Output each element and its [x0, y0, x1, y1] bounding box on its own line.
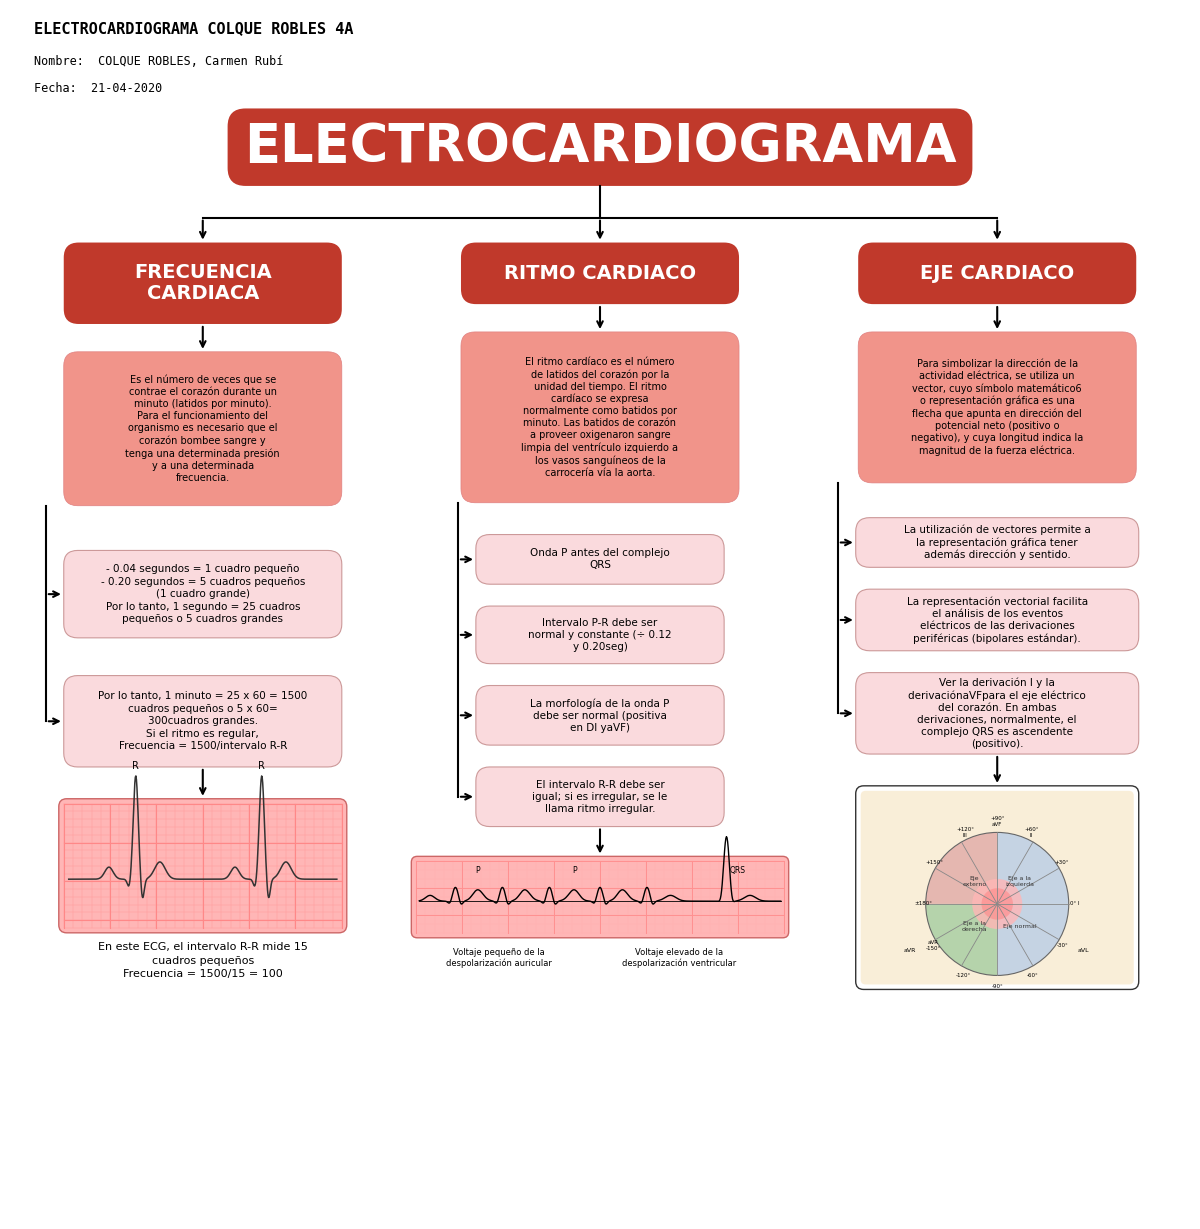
Circle shape	[982, 889, 1013, 919]
Text: Voltaje pequeño de la
despolarización auricular: Voltaje pequeño de la despolarización au…	[446, 948, 552, 967]
Wedge shape	[925, 832, 997, 903]
FancyBboxPatch shape	[856, 517, 1139, 568]
Text: La representación vectorial facilita
el análisis de los eventos
eléctricos de la: La representación vectorial facilita el …	[907, 596, 1087, 644]
FancyBboxPatch shape	[476, 606, 724, 664]
Text: Intervalo P-R debe ser
normal y constante (÷ 0.12
y 0.20seg): Intervalo P-R debe ser normal y constant…	[528, 618, 672, 651]
Text: +60°
II: +60° II	[1024, 827, 1038, 838]
Text: El intervalo R-R debe ser
igual; si es irregular, se le
llama ritmo irregular.: El intervalo R-R debe ser igual; si es i…	[533, 779, 667, 814]
Wedge shape	[997, 903, 1069, 976]
Text: Fecha:  21-04-2020: Fecha: 21-04-2020	[34, 82, 162, 95]
Text: aVL: aVL	[1078, 948, 1090, 954]
Text: aVR
-150°: aVR -150°	[926, 940, 941, 950]
Text: 0° I: 0° I	[1070, 901, 1080, 907]
Text: QRS: QRS	[730, 866, 745, 875]
Text: El ritmo cardíaco es el número
de latidos del corazón por la
unidad del tiempo. : El ritmo cardíaco es el número de latido…	[522, 358, 678, 478]
FancyBboxPatch shape	[476, 767, 724, 827]
Text: ±180°: ±180°	[914, 901, 932, 907]
Text: -60°: -60°	[1027, 973, 1038, 978]
FancyBboxPatch shape	[476, 535, 724, 584]
FancyBboxPatch shape	[461, 242, 739, 304]
FancyBboxPatch shape	[856, 672, 1139, 755]
Text: ELECTROCARDIOGRAMA COLQUE ROBLES 4A: ELECTROCARDIOGRAMA COLQUE ROBLES 4A	[34, 21, 353, 37]
FancyBboxPatch shape	[64, 242, 342, 324]
Text: Para simbolizar la dirección de la
actividad eléctrica, se utiliza un
vector, cu: Para simbolizar la dirección de la activ…	[911, 359, 1084, 456]
Text: Voltaje elevado de la
despolarización ventricular: Voltaje elevado de la despolarización ve…	[623, 948, 737, 967]
FancyBboxPatch shape	[856, 589, 1139, 650]
FancyBboxPatch shape	[858, 242, 1136, 304]
FancyBboxPatch shape	[412, 857, 788, 938]
Text: -30°: -30°	[1057, 943, 1069, 948]
Text: Eje a la
izquierda: Eje a la izquierda	[1006, 876, 1034, 886]
Text: -120°: -120°	[956, 973, 971, 978]
Text: EJE CARDIACO: EJE CARDIACO	[920, 264, 1074, 283]
FancyBboxPatch shape	[858, 332, 1136, 483]
Text: Eje a la
derecha: Eje a la derecha	[961, 922, 988, 932]
Text: Nombre:  COLQUE ROBLES, Carmen Rubí: Nombre: COLQUE ROBLES, Carmen Rubí	[34, 55, 283, 69]
Text: La morfología de la onda P
debe ser normal (positiva
en DI yaVF): La morfología de la onda P debe ser norm…	[530, 698, 670, 732]
FancyBboxPatch shape	[476, 686, 724, 745]
Text: +150°: +150°	[926, 860, 944, 865]
Text: La utilización de vectores permite a
la representación gráfica tener
además dire: La utilización de vectores permite a la …	[904, 525, 1091, 560]
Text: Eje normal: Eje normal	[1003, 924, 1037, 929]
Text: +30°: +30°	[1054, 860, 1069, 865]
FancyBboxPatch shape	[856, 785, 1139, 989]
FancyBboxPatch shape	[860, 790, 1134, 984]
Text: Ver la derivación I y la
derivaciónaVFpara el eje eléctrico
del corazón. En amba: Ver la derivación I y la derivaciónaVFpa…	[908, 677, 1086, 748]
FancyBboxPatch shape	[64, 551, 342, 638]
Text: P: P	[475, 866, 480, 875]
Text: FRECUENCIA
CARDIACA: FRECUENCIA CARDIACA	[134, 263, 271, 304]
Text: RITMO CARDIACO: RITMO CARDIACO	[504, 264, 696, 283]
Text: +90°
aVF: +90° aVF	[990, 816, 1004, 827]
Text: ELECTROCARDIOGRAMA: ELECTROCARDIOGRAMA	[244, 122, 956, 173]
Wedge shape	[925, 903, 997, 976]
Text: Es el número de veces que se
contrae el corazón durante un
minuto (latidos por m: Es el número de veces que se contrae el …	[126, 375, 280, 483]
Text: Por lo tanto, 1 minuto = 25 x 60 = 1500
cuadros pequeños o 5 x 60=
300cuadros gr: Por lo tanto, 1 minuto = 25 x 60 = 1500 …	[98, 692, 307, 751]
Text: -90°: -90°	[991, 984, 1003, 989]
FancyBboxPatch shape	[64, 351, 342, 506]
Circle shape	[972, 879, 1022, 929]
Text: Eje
externo: Eje externo	[962, 876, 986, 886]
FancyBboxPatch shape	[228, 108, 972, 186]
Text: - 0.04 segundos = 1 cuadro pequeño
- 0.20 segundos = 5 cuadros pequeños
(1 cuadr: - 0.04 segundos = 1 cuadro pequeño - 0.2…	[101, 564, 305, 624]
Text: R: R	[132, 761, 139, 771]
Text: En este ECG, el intervalo R-R mide 15
cuadros pequeños
Frecuencia = 1500/15 = 10: En este ECG, el intervalo R-R mide 15 cu…	[98, 943, 307, 978]
Text: aVR: aVR	[904, 948, 917, 954]
Text: R: R	[258, 761, 265, 771]
FancyBboxPatch shape	[461, 332, 739, 503]
Text: Onda P antes del complejo
QRS: Onda P antes del complejo QRS	[530, 548, 670, 570]
Wedge shape	[997, 832, 1069, 903]
Text: +120°
III: +120° III	[956, 827, 974, 838]
Text: P: P	[572, 866, 577, 875]
FancyBboxPatch shape	[59, 799, 347, 933]
FancyBboxPatch shape	[64, 676, 342, 767]
